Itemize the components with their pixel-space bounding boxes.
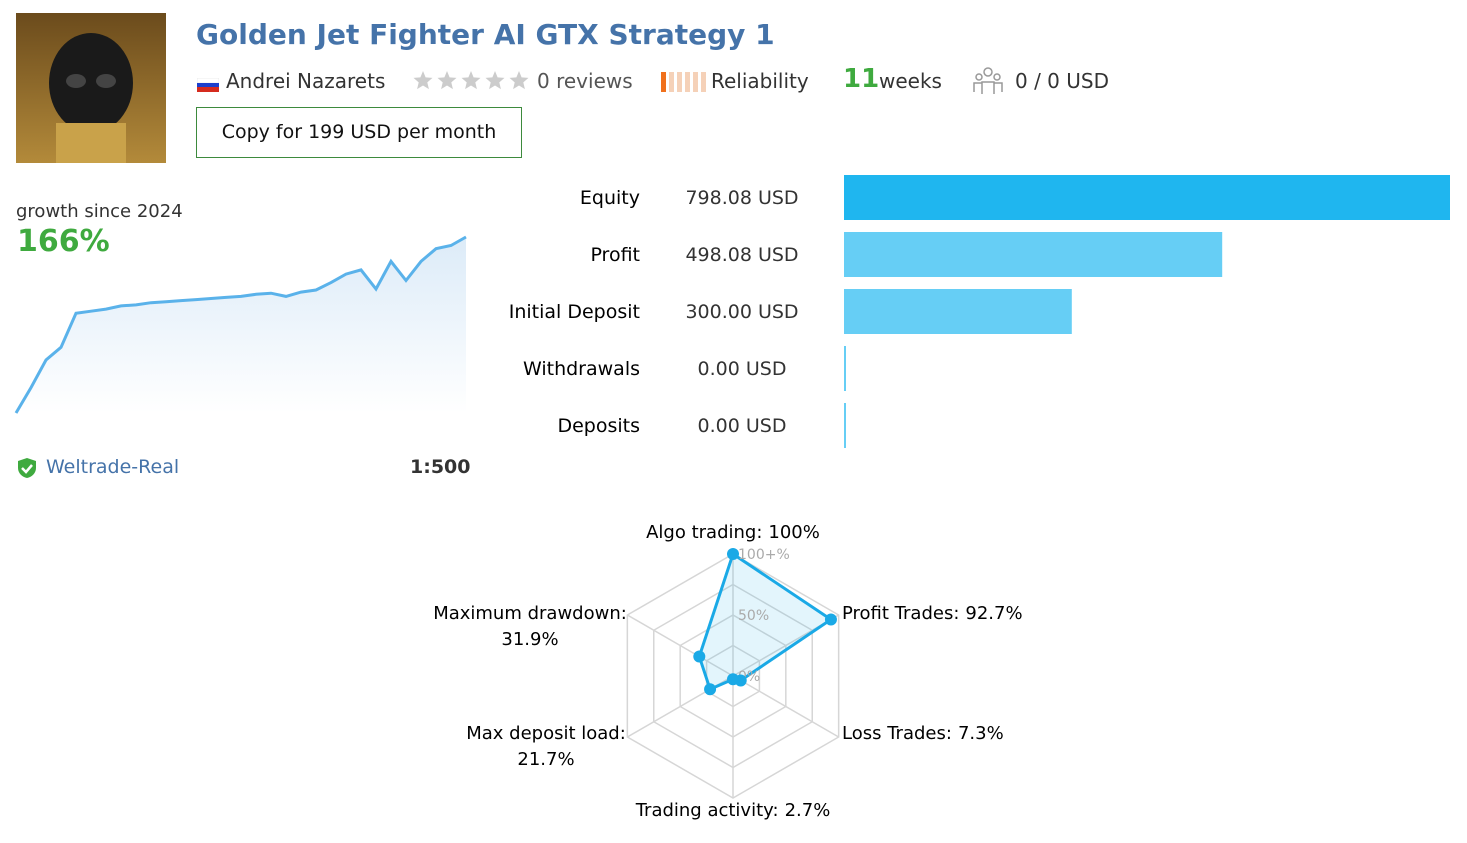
bar (844, 289, 1072, 334)
radar-label: Max deposit load: 21.7% (466, 723, 626, 770)
radar-label-name: Profit Trades: (842, 603, 959, 624)
radar-tick: 100+% (738, 547, 790, 563)
radar-label: Loss Trades: 7.3% (842, 723, 1004, 744)
radar-point (704, 683, 717, 696)
radar-point (693, 650, 706, 663)
radar-label-value: 92.7% (965, 603, 1022, 624)
leverage: 1:500 (410, 456, 471, 478)
radar-label-value: 100% (768, 522, 819, 543)
reliability-icon (661, 72, 706, 92)
radar-tick: 50% (738, 608, 769, 624)
row-label: Initial Deposit (509, 301, 640, 323)
row-value: 498.08 USD (685, 244, 798, 266)
star (485, 71, 505, 90)
radar-spoke (732, 675, 840, 738)
radar-point (824, 613, 837, 626)
radar-label: Maximum drawdown: 31.9% (433, 603, 627, 650)
row-value: 798.08 USD (685, 187, 798, 209)
weeks-label: weeks (879, 69, 942, 93)
broker[interactable]: Weltrade-Real (46, 456, 180, 478)
row-value: 0.00 USD (698, 358, 787, 380)
star (413, 71, 433, 90)
radar-spoke (626, 614, 734, 677)
avatar (16, 13, 166, 163)
radar-label-value: 7.3% (958, 723, 1004, 744)
radar-label: Trading activity: 2.7% (635, 800, 831, 821)
radar-label-value: 21.7% (517, 749, 574, 770)
radar-label-name: Loss Trades: (842, 723, 952, 744)
flag (197, 78, 219, 92)
star (509, 71, 529, 90)
author[interactable]: Andrei Nazarets (226, 69, 386, 93)
row-value: 0.00 USD (698, 415, 787, 437)
title[interactable]: Golden Jet Fighter AI GTX Strategy 1 (196, 18, 775, 51)
radar-label-name: Algo trading: (646, 522, 762, 543)
growth-value: 166% (17, 224, 110, 259)
bar (844, 403, 846, 448)
growth-area (16, 237, 466, 413)
radar-label-name: Maximum drawdown: (433, 603, 627, 624)
star (461, 71, 481, 90)
row-label: Withdrawals (523, 358, 640, 380)
subscribers: 0 / 0 USD (1015, 69, 1109, 93)
star (437, 71, 457, 90)
reviews[interactable]: 0 reviews (537, 69, 633, 93)
reliability: Reliability (711, 69, 809, 93)
stars (413, 71, 529, 90)
growth-line (14, 235, 467, 414)
radar-label-name: Max deposit load: (466, 723, 626, 744)
copy-button[interactable]: Copy for 199 USD per month (196, 107, 522, 158)
bar (844, 346, 846, 391)
growth-label: growth since 2024 (16, 201, 183, 222)
row-value: 300.00 USD (685, 301, 798, 323)
radar-label: Algo trading: 100% (646, 522, 820, 543)
radar-point (727, 548, 739, 560)
radar-point (727, 673, 739, 686)
weeks-value: 11 (843, 64, 880, 94)
bar (844, 175, 1450, 220)
broker-icon (18, 458, 36, 478)
subscribers-icon (973, 67, 1003, 94)
radar-label-value: 2.7% (785, 800, 831, 821)
radar-label-name: Trading activity: (635, 800, 779, 821)
radar-label: Profit Trades: 92.7% (842, 603, 1023, 624)
bar (844, 232, 1223, 277)
row-label: Deposits (557, 415, 640, 437)
radar-label-value: 31.9% (501, 629, 558, 650)
row-label: Profit (590, 244, 640, 266)
row-label: Equity (580, 187, 640, 209)
